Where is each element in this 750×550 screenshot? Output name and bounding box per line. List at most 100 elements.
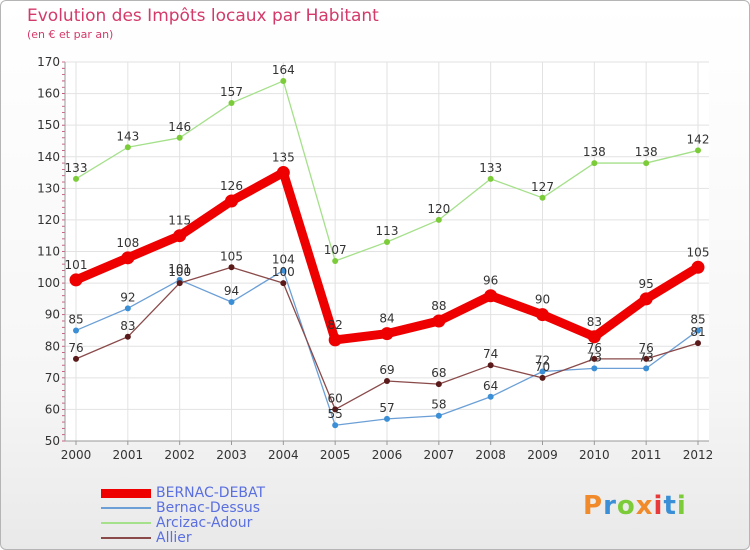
data-label-arcizac-adour: 138 bbox=[635, 145, 658, 159]
x-tick-label: 2010 bbox=[579, 448, 610, 462]
data-point-allier bbox=[280, 280, 287, 287]
data-label-allier: 74 bbox=[483, 347, 498, 361]
data-point-bernac-dessus bbox=[384, 415, 390, 422]
data-point-arcizac-adour bbox=[73, 175, 79, 182]
x-tick-label: 2003 bbox=[216, 448, 247, 462]
y-tick-label: 110 bbox=[37, 245, 60, 259]
data-point-bernac-debat bbox=[380, 327, 394, 341]
data-label-allier: 100 bbox=[272, 265, 295, 279]
data-point-bernac-debat bbox=[639, 292, 653, 306]
logo-letter: o bbox=[616, 491, 636, 521]
y-tick-label: 170 bbox=[37, 55, 60, 69]
data-point-allier bbox=[332, 406, 339, 413]
data-point-bernac-debat bbox=[328, 333, 342, 347]
data-label-bernac-dessus: 101 bbox=[168, 262, 191, 276]
data-point-bernac-debat bbox=[225, 194, 238, 208]
data-point-bernac-dessus bbox=[539, 368, 546, 375]
y-tick-label: 140 bbox=[37, 150, 60, 164]
logo-letter: i bbox=[676, 491, 687, 521]
data-point-bernac-dessus bbox=[435, 412, 442, 419]
data-label-bernac-debat: 135 bbox=[272, 151, 295, 165]
data-label-bernac-debat: 115 bbox=[168, 214, 191, 228]
y-tick-label: 90 bbox=[45, 308, 60, 322]
data-label-bernac-dessus: 73 bbox=[587, 350, 602, 364]
data-label-bernac-debat: 126 bbox=[220, 179, 243, 193]
data-point-arcizac-adour bbox=[539, 194, 546, 201]
y-tick-label: 150 bbox=[37, 118, 60, 132]
data-label-allier: 68 bbox=[431, 366, 446, 380]
data-label-arcizac-adour: 107 bbox=[324, 243, 347, 257]
y-tick-label: 100 bbox=[37, 276, 60, 290]
data-label-allier: 60 bbox=[328, 391, 343, 405]
data-point-allier bbox=[695, 340, 701, 347]
chart-title: Evolution des Impôts locaux par Habitant bbox=[27, 6, 379, 26]
data-point-allier bbox=[643, 355, 650, 362]
data-point-bernac-dessus bbox=[228, 299, 235, 306]
legend-label-allier: Allier bbox=[156, 530, 192, 546]
x-tick-label: 2000 bbox=[61, 448, 92, 462]
logo-letter: r bbox=[603, 491, 617, 521]
data-label-bernac-dessus: 72 bbox=[535, 354, 550, 368]
logo-letter: P bbox=[583, 491, 604, 521]
x-tick-label: 2005 bbox=[320, 448, 351, 462]
data-label-arcizac-adour: 142 bbox=[687, 132, 710, 146]
data-point-allier bbox=[228, 264, 235, 271]
chart-subtitle: (en € et par an) bbox=[27, 28, 114, 41]
data-label-arcizac-adour: 127 bbox=[531, 180, 554, 194]
data-label-allier: 81 bbox=[690, 325, 705, 339]
data-label-bernac-dessus: 92 bbox=[120, 290, 135, 304]
x-tick-label: 2006 bbox=[372, 448, 403, 462]
data-label-bernac-debat: 90 bbox=[535, 293, 550, 307]
data-point-bernac-debat bbox=[587, 330, 601, 344]
data-point-bernac-debat bbox=[536, 308, 549, 322]
data-label-bernac-debat: 101 bbox=[65, 258, 88, 272]
data-point-allier bbox=[384, 377, 390, 384]
data-point-allier bbox=[73, 355, 79, 362]
data-point-arcizac-adour bbox=[435, 216, 442, 223]
x-tick-label: 2001 bbox=[113, 448, 144, 462]
data-label-arcizac-adour: 133 bbox=[65, 161, 88, 175]
data-label-allier: 70 bbox=[535, 360, 550, 374]
data-label-allier: 69 bbox=[379, 363, 394, 377]
logo-letter: t bbox=[663, 491, 677, 521]
data-point-bernac-dessus bbox=[73, 327, 79, 334]
y-tick-label: 60 bbox=[45, 402, 60, 416]
data-label-allier: 76 bbox=[587, 341, 602, 355]
y-tick-label: 120 bbox=[37, 213, 60, 227]
data-point-bernac-debat bbox=[121, 251, 135, 265]
data-point-arcizac-adour bbox=[643, 160, 650, 167]
y-tick-label: 70 bbox=[45, 371, 60, 385]
y-tick-label: 50 bbox=[45, 434, 60, 448]
data-label-bernac-dessus: 85 bbox=[68, 312, 83, 326]
data-point-bernac-dessus bbox=[280, 267, 287, 274]
data-label-bernac-debat: 108 bbox=[116, 236, 139, 250]
data-point-arcizac-adour bbox=[487, 175, 494, 182]
data-label-arcizac-adour: 164 bbox=[272, 63, 295, 77]
data-label-bernac-debat: 82 bbox=[328, 318, 343, 332]
data-point-allier bbox=[487, 362, 494, 369]
data-point-arcizac-adour bbox=[591, 160, 598, 167]
data-point-bernac-dessus bbox=[124, 305, 131, 312]
data-label-arcizac-adour: 143 bbox=[116, 129, 139, 143]
data-label-bernac-dessus: 57 bbox=[379, 401, 394, 415]
data-label-arcizac-adour: 138 bbox=[583, 145, 606, 159]
logo-letter: i bbox=[653, 491, 664, 521]
y-tick-label: 130 bbox=[37, 181, 60, 195]
legend-swatch-bernac-debat bbox=[101, 488, 151, 498]
legend-swatch-allier bbox=[101, 537, 151, 539]
data-label-allier: 76 bbox=[68, 341, 83, 355]
data-label-bernac-debat: 96 bbox=[483, 274, 498, 288]
x-tick-label: 2004 bbox=[268, 448, 299, 462]
data-point-arcizac-adour bbox=[280, 77, 287, 84]
data-label-bernac-dessus: 85 bbox=[690, 312, 705, 326]
data-point-bernac-dessus bbox=[695, 327, 701, 334]
data-label-arcizac-adour: 113 bbox=[376, 224, 399, 238]
data-point-arcizac-adour bbox=[176, 134, 183, 141]
legend-label-arcizac-adour: Arcizac-Adour bbox=[156, 515, 253, 531]
legend-label-bernac-debat: BERNAC-DEBAT bbox=[156, 485, 266, 501]
x-tick-label: 2002 bbox=[164, 448, 195, 462]
data-point-bernac-debat bbox=[69, 273, 83, 287]
data-point-bernac-debat bbox=[691, 260, 705, 274]
data-label-bernac-dessus: 55 bbox=[328, 407, 343, 421]
